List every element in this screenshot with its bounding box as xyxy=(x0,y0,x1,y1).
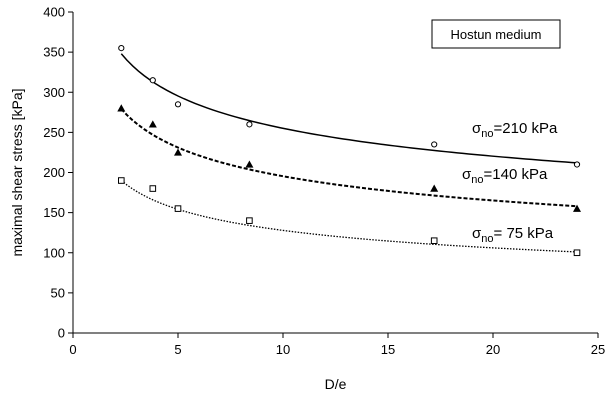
sigma-symbol: σ xyxy=(472,120,482,137)
sigma-subscript: no xyxy=(471,174,483,186)
y-tick-label: 150 xyxy=(43,205,65,220)
y-tick-label: 50 xyxy=(51,285,65,300)
sigma-symbol: σ xyxy=(462,166,472,183)
sigma-value: =210 kPa xyxy=(494,120,558,137)
x-tick-label: 0 xyxy=(69,342,76,357)
legend-box xyxy=(431,19,561,49)
data-point-triangle xyxy=(245,160,254,168)
series-0-label: σno=210 kPa xyxy=(472,120,558,140)
legend-text: Hostun medium xyxy=(450,27,541,42)
series-1-fit-line xyxy=(120,108,578,208)
sigma-subscript: no xyxy=(481,233,493,245)
data-point-triangle xyxy=(573,204,581,212)
sigma-value: = 75 kPa xyxy=(494,225,554,242)
x-tick-label: 25 xyxy=(591,342,605,357)
x-tick-label: 20 xyxy=(486,342,500,357)
series-2-label: σno= 75 kPa xyxy=(472,225,554,245)
y-tick-label: 250 xyxy=(43,125,65,140)
x-tick-label: 15 xyxy=(381,342,395,357)
y-tick-label: 400 xyxy=(43,5,65,20)
data-point-circle xyxy=(431,141,438,148)
x-axis-title: D/e xyxy=(325,376,347,392)
y-tick-label: 350 xyxy=(43,45,65,60)
y-tick-label: 200 xyxy=(43,165,65,180)
series-2-fit-line xyxy=(120,180,578,253)
data-point-square xyxy=(174,205,182,212)
data-point-circle xyxy=(573,161,581,168)
series-1-label: σno=140 kPa xyxy=(462,166,548,186)
data-point-square xyxy=(149,185,157,192)
y-tick-label: 0 xyxy=(58,326,65,341)
data-point-circle xyxy=(174,101,182,108)
data-point-triangle xyxy=(148,120,157,128)
data-point-circle xyxy=(246,121,253,128)
data-point-circle xyxy=(118,45,125,52)
y-tick-label: 300 xyxy=(43,85,65,100)
series-0: σno=210 kPa xyxy=(118,45,581,168)
x-tick-label: 10 xyxy=(276,342,290,357)
data-point-square xyxy=(573,249,581,257)
y-axis-title: maximal shear stress [kPa] xyxy=(9,88,25,256)
legend: Hostun medium xyxy=(431,19,561,49)
sigma-value: =140 kPa xyxy=(484,166,548,183)
y-tick-label: 100 xyxy=(43,245,65,260)
data-point-triangle xyxy=(430,184,439,192)
data-point-triangle xyxy=(174,148,182,156)
series-1: σno=140 kPa xyxy=(117,104,581,212)
data-point-square xyxy=(246,217,253,224)
data-point-square xyxy=(118,177,125,184)
series-2: σno= 75 kPa xyxy=(118,177,581,257)
sigma-subscript: no xyxy=(481,128,493,140)
data-point-triangle xyxy=(117,104,126,112)
data-point-square xyxy=(430,237,438,245)
sigma-symbol: σ xyxy=(472,225,482,242)
data-point-circle xyxy=(149,77,156,84)
series-0-fit-line xyxy=(120,53,578,164)
x-tick-label: 5 xyxy=(174,342,181,357)
